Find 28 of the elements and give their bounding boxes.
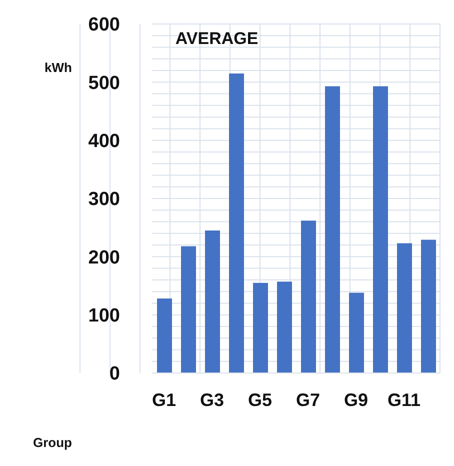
- x-tick-label: G7: [296, 390, 320, 410]
- x-tick-label: G1: [152, 390, 176, 410]
- bar: [205, 230, 220, 373]
- y-tick-label: 200: [88, 247, 120, 268]
- y-tick-label: 600: [88, 14, 120, 36]
- bar: [373, 86, 388, 373]
- x-tick-label: G5: [248, 390, 272, 410]
- bar: [157, 298, 172, 373]
- x-tick-label: G9: [344, 390, 368, 410]
- bar: [229, 73, 244, 373]
- y-tick-label: 500: [88, 72, 120, 94]
- x-tick-label: G3: [200, 390, 224, 410]
- bar: [253, 282, 268, 373]
- bar: [301, 220, 316, 373]
- y-tick-label: 100: [88, 306, 120, 327]
- bar: [181, 246, 196, 373]
- x-axis-title: Group: [33, 435, 72, 450]
- y-tick-label: 300: [88, 189, 120, 210]
- bar: [349, 292, 364, 373]
- bar: [421, 240, 436, 373]
- y-tick-label: 400: [88, 131, 120, 152]
- bar: [397, 243, 412, 373]
- chart-title: AVERAGE: [175, 29, 258, 48]
- y-axis-title: kWh: [44, 60, 72, 75]
- bar: [277, 282, 292, 373]
- y-tick-label: 0: [109, 364, 120, 385]
- x-tick-label: G11: [387, 390, 421, 410]
- bar: [325, 86, 340, 373]
